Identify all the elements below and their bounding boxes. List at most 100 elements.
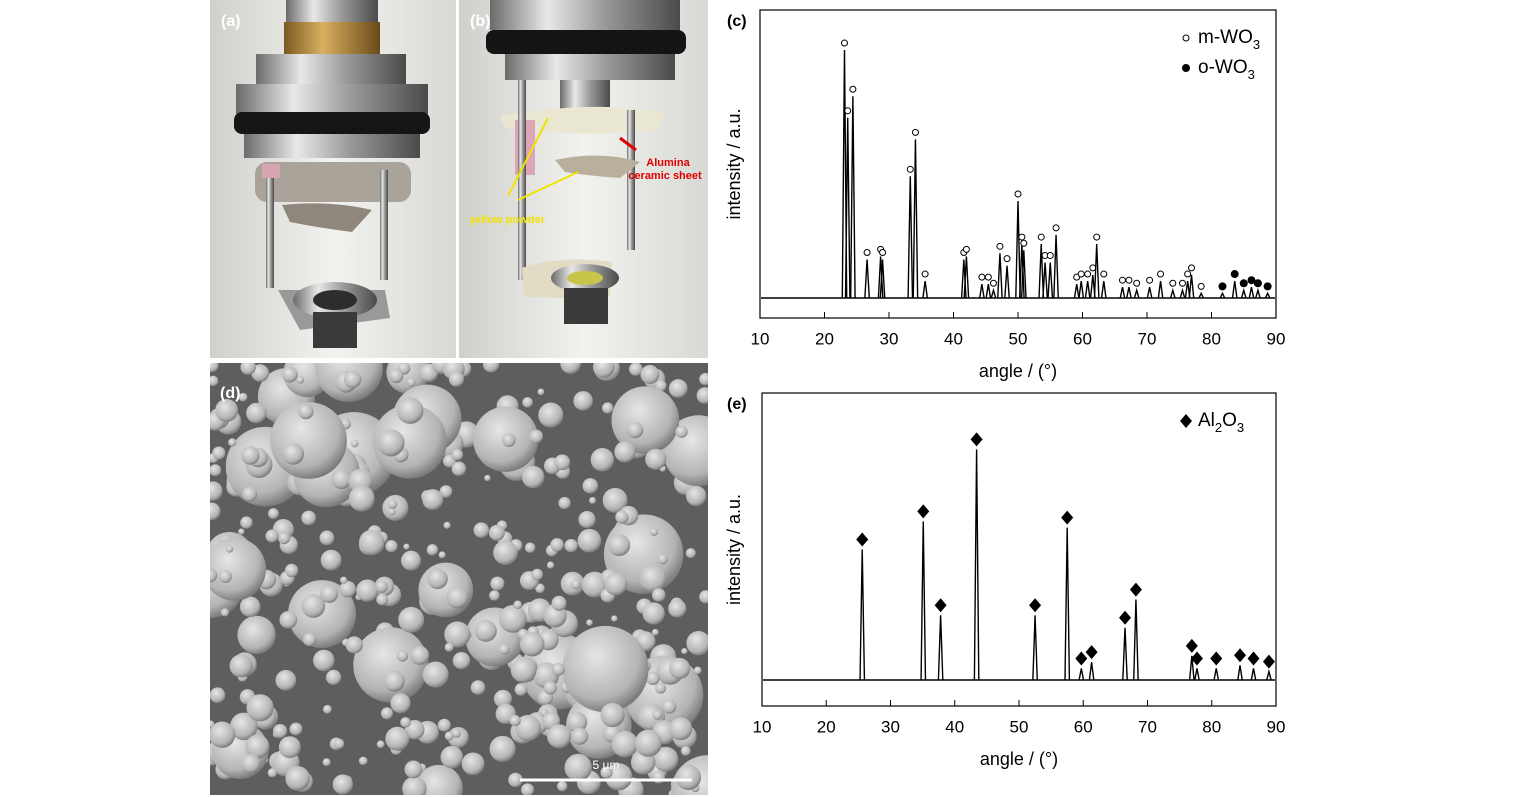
particle bbox=[639, 564, 667, 592]
particle bbox=[451, 728, 461, 738]
particle bbox=[699, 590, 708, 604]
particle bbox=[238, 528, 245, 535]
peak bbox=[1219, 291, 1226, 299]
particle bbox=[611, 386, 680, 455]
peak-marker bbox=[1262, 654, 1275, 669]
peak-marker bbox=[1125, 276, 1133, 284]
particle bbox=[498, 644, 510, 655]
particle bbox=[655, 380, 667, 392]
peak bbox=[1198, 291, 1205, 299]
peak-marker bbox=[1263, 282, 1272, 291]
peak bbox=[1133, 287, 1140, 299]
particle bbox=[473, 522, 490, 538]
x-axis-label: angle / (°) bbox=[980, 749, 1058, 769]
peak-marker bbox=[1234, 648, 1247, 663]
particle bbox=[675, 425, 688, 438]
peak-marker bbox=[1210, 651, 1223, 666]
particle bbox=[589, 496, 597, 504]
annotation: yellow powder bbox=[469, 214, 546, 226]
peak bbox=[1133, 599, 1139, 681]
particle bbox=[651, 628, 659, 636]
particle bbox=[451, 448, 464, 461]
particle bbox=[410, 646, 430, 665]
legend-label: o-WO3 bbox=[1198, 57, 1255, 82]
peak bbox=[1194, 668, 1200, 681]
sem-image bbox=[210, 363, 708, 795]
peak-marker bbox=[1029, 598, 1042, 613]
particle bbox=[358, 529, 385, 556]
particle bbox=[444, 621, 471, 648]
particle bbox=[514, 683, 528, 696]
particle bbox=[210, 363, 219, 373]
particle bbox=[483, 363, 500, 373]
particle bbox=[489, 590, 500, 601]
peak bbox=[1169, 287, 1176, 299]
particle bbox=[246, 694, 274, 722]
particle bbox=[380, 707, 394, 720]
peak-marker bbox=[1178, 279, 1186, 287]
particle bbox=[680, 746, 691, 756]
x-tick-label: 60 bbox=[1074, 717, 1093, 736]
peak bbox=[1119, 287, 1126, 299]
peak-marker bbox=[849, 85, 857, 93]
particle bbox=[438, 551, 446, 559]
particle bbox=[646, 671, 660, 686]
particle bbox=[350, 439, 359, 448]
particle bbox=[333, 738, 345, 750]
particle bbox=[251, 364, 270, 382]
peak-marker bbox=[978, 273, 986, 281]
particle bbox=[600, 702, 625, 728]
panel-label: (d) bbox=[220, 385, 240, 402]
particle bbox=[608, 534, 631, 557]
peak bbox=[1266, 668, 1272, 681]
particle bbox=[699, 372, 708, 386]
particle bbox=[396, 397, 424, 424]
particle bbox=[387, 499, 398, 510]
peak bbox=[1053, 234, 1059, 299]
x-tick-label: 40 bbox=[944, 329, 963, 348]
particle bbox=[278, 736, 301, 759]
particle bbox=[331, 469, 352, 489]
particle bbox=[422, 489, 444, 511]
x-tick-label: 10 bbox=[753, 717, 772, 736]
particle bbox=[566, 711, 588, 733]
particle bbox=[282, 442, 305, 465]
particle bbox=[446, 586, 469, 609]
particle bbox=[246, 402, 267, 424]
x-tick-label: 50 bbox=[1009, 329, 1028, 348]
particle bbox=[289, 722, 303, 736]
particle bbox=[323, 704, 332, 714]
peak bbox=[1255, 287, 1261, 299]
particle bbox=[554, 454, 571, 471]
peak bbox=[978, 284, 985, 299]
x-tick-label: 80 bbox=[1202, 329, 1221, 348]
particle bbox=[238, 392, 248, 402]
particle bbox=[654, 682, 667, 694]
legend-label: m-WO3 bbox=[1198, 27, 1260, 52]
panel-label: (b) bbox=[470, 13, 490, 30]
particle bbox=[383, 670, 405, 692]
peak bbox=[1064, 527, 1071, 681]
particle bbox=[440, 745, 464, 769]
peak bbox=[1237, 665, 1243, 681]
peak-marker bbox=[1075, 651, 1088, 666]
particle bbox=[210, 375, 219, 387]
photo-a: (a) bbox=[210, 0, 456, 358]
particle bbox=[265, 529, 279, 543]
particle bbox=[550, 538, 564, 552]
particle bbox=[600, 766, 613, 779]
particle bbox=[560, 363, 581, 374]
particle bbox=[426, 544, 439, 556]
particle bbox=[602, 487, 628, 513]
legend-marker bbox=[1182, 64, 1190, 72]
particle bbox=[212, 446, 226, 460]
particle bbox=[531, 568, 544, 581]
particle bbox=[571, 727, 589, 745]
peak bbox=[1032, 615, 1038, 681]
peak-marker bbox=[1037, 233, 1045, 241]
peak bbox=[1093, 244, 1100, 299]
particle bbox=[406, 378, 416, 387]
peak-marker bbox=[1247, 651, 1260, 666]
particle bbox=[537, 388, 545, 396]
particle bbox=[226, 545, 234, 553]
